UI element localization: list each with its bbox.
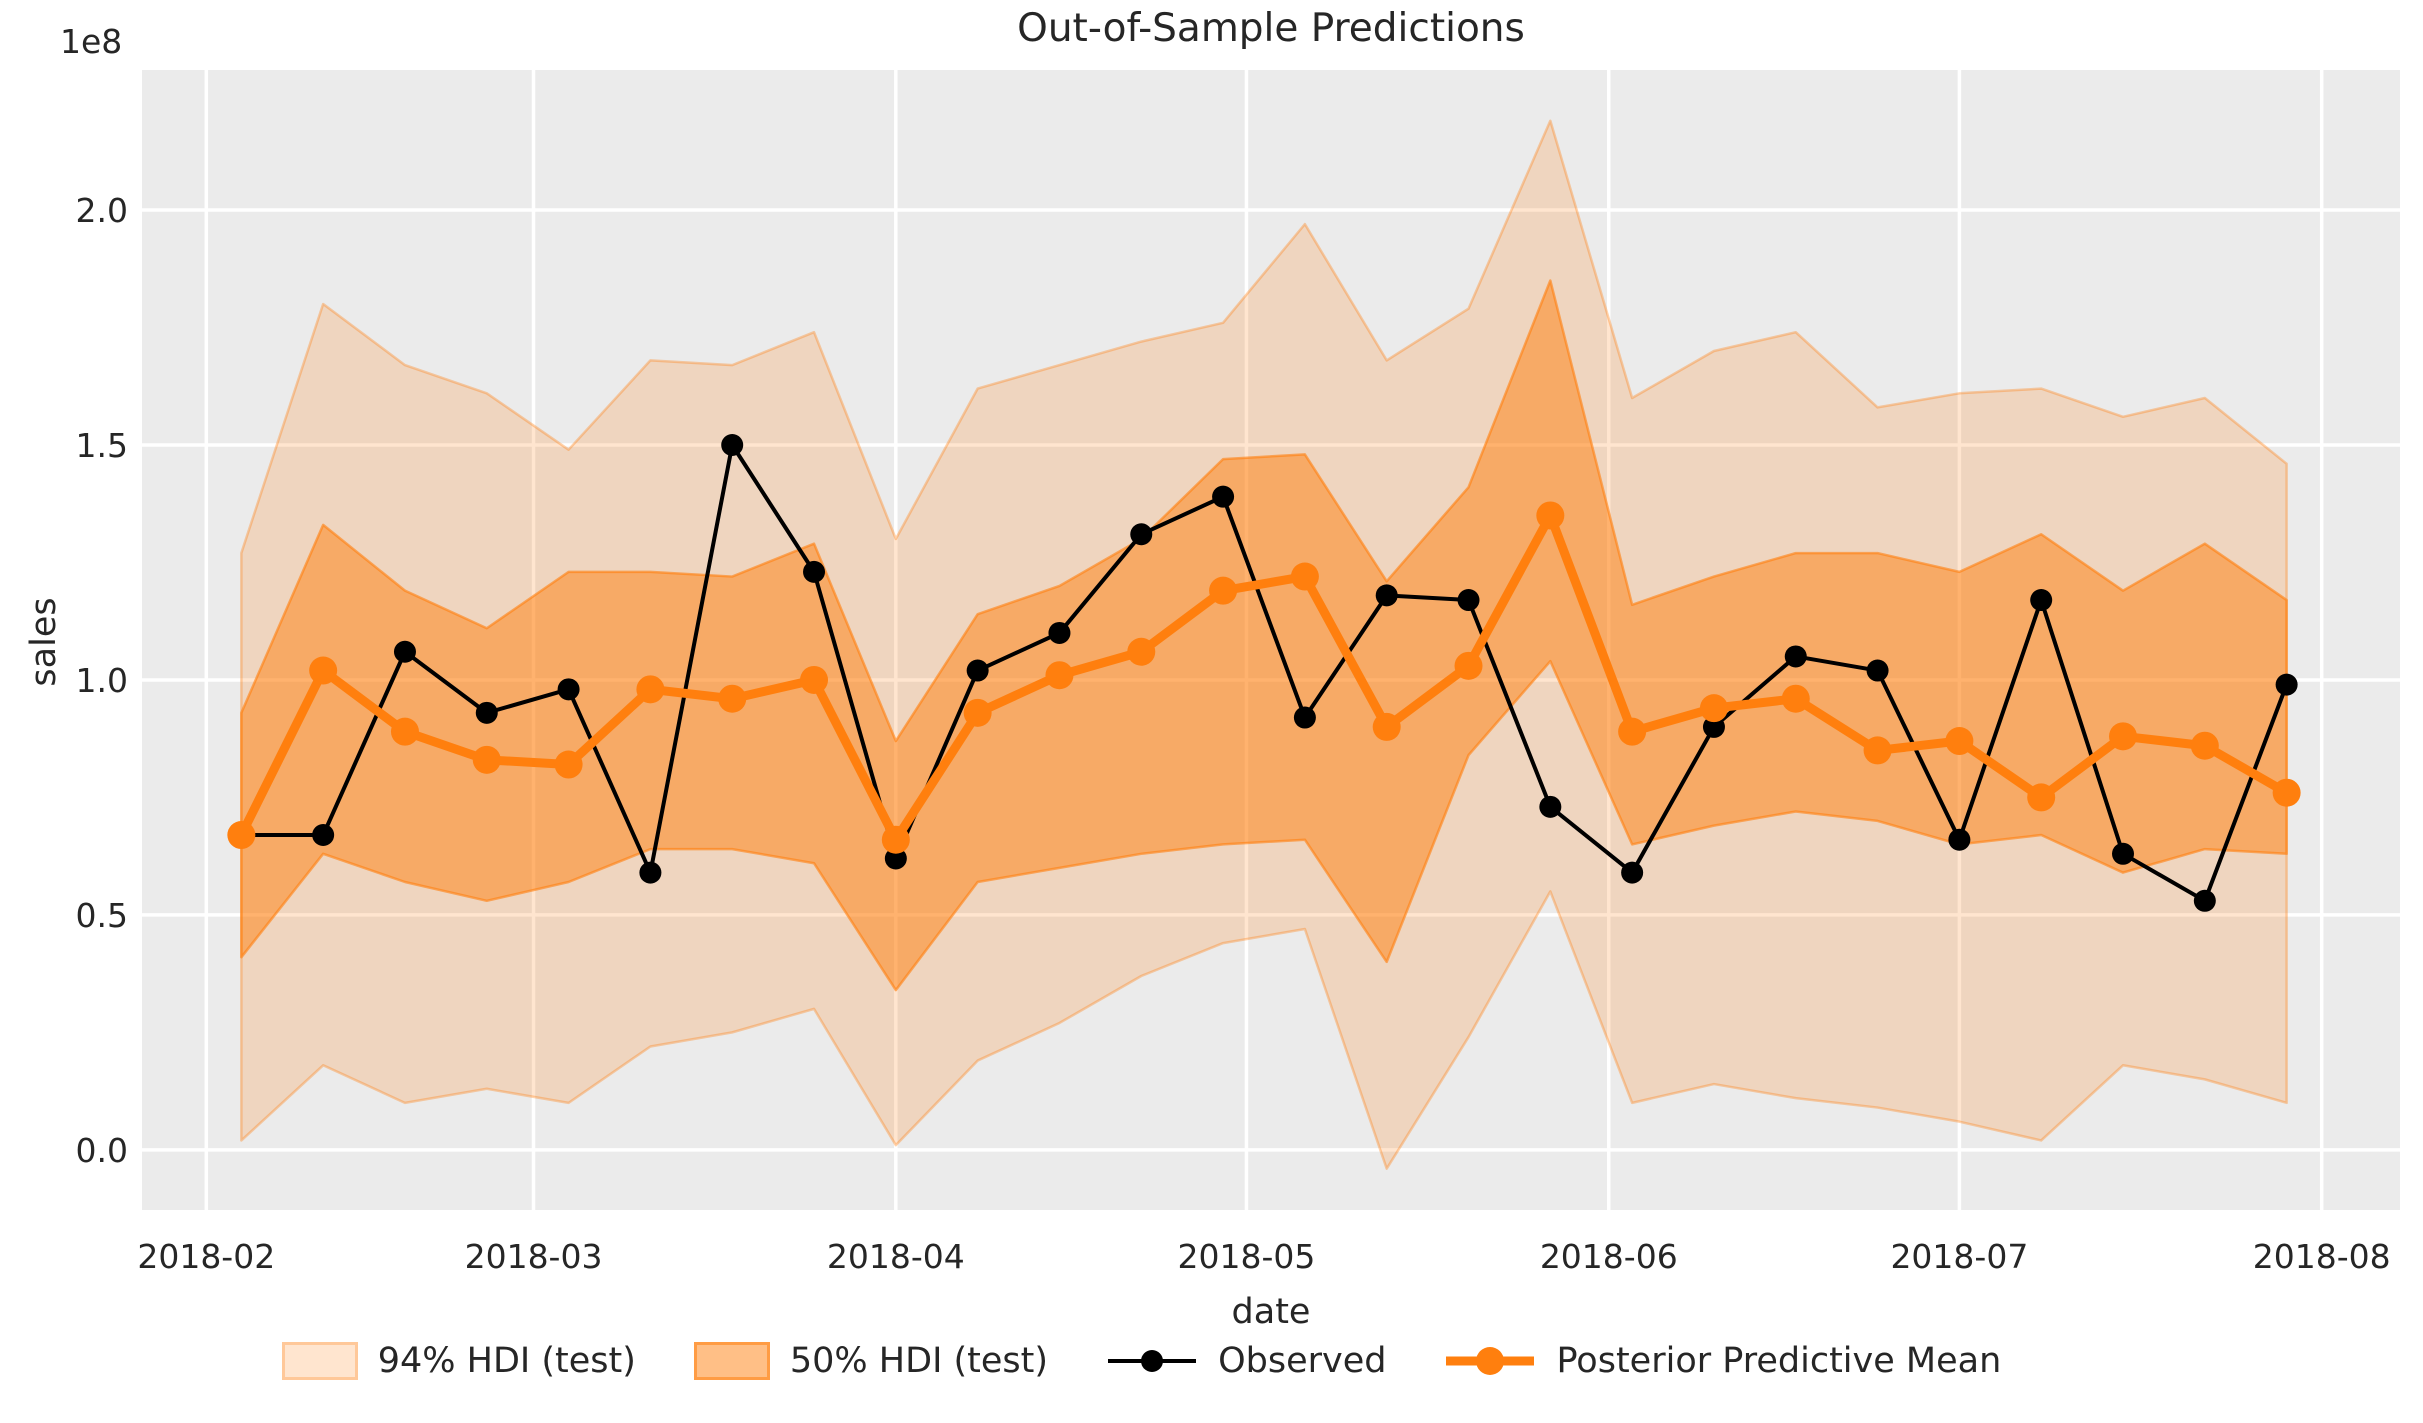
posterior-predictive-mean-marker — [1945, 727, 1974, 756]
x-tick-label: 2018-03 — [465, 1237, 603, 1276]
hdi94-swatch-icon — [281, 1342, 358, 1380]
posterior-predictive-mean-marker — [2109, 722, 2138, 751]
posterior-predictive-mean-marker — [718, 684, 747, 713]
posterior-predictive-mean-marker — [1127, 637, 1156, 666]
ppm-marker-icon — [1446, 1347, 1535, 1375]
posterior-predictive-mean-marker — [227, 821, 256, 850]
y-axis-label: sales — [24, 597, 64, 687]
posterior-predictive-mean-marker — [2190, 731, 2219, 760]
y-tick-label: 2.0 — [76, 191, 128, 230]
posterior-predictive-mean-marker — [1372, 712, 1401, 741]
y-axis-offset-label: 1e8 — [60, 22, 123, 61]
legend-label: 50% HDI (test) — [789, 1341, 1049, 1381]
chart-title: Out-of-Sample Predictions — [1017, 6, 1525, 51]
observed-marker — [475, 701, 498, 724]
observed-marker — [1702, 715, 1725, 738]
observed-marker — [1621, 861, 1644, 884]
legend: 94% HDI (test) 50% HDI (test) Observed P… — [0, 1318, 2353, 1404]
posterior-predictive-mean-marker — [1863, 736, 1892, 765]
observed-marker — [1539, 795, 1562, 818]
x-tick-label: 2018-07 — [1890, 1237, 2028, 1276]
observed-marker — [1948, 828, 1971, 851]
hdi50-swatch-icon — [693, 1342, 770, 1380]
observed-marker — [966, 659, 989, 682]
hdi50-band — [240, 279, 2288, 992]
posterior-predictive-mean-marker — [472, 745, 501, 774]
observed-marker — [803, 560, 826, 583]
x-tick-label: 2018-04 — [827, 1237, 965, 1276]
posterior-predictive-mean-marker — [309, 656, 338, 685]
posterior-predictive-mean-marker — [1454, 651, 1483, 680]
observed-marker-icon — [1108, 1350, 1197, 1372]
observed-marker — [1048, 621, 1071, 644]
observed-marker — [1130, 523, 1153, 546]
x-tick-label: 2018-02 — [137, 1237, 275, 1276]
posterior-predictive-mean-marker — [1781, 684, 1810, 713]
legend-item-94-hdi: 94% HDI (test) — [281, 1341, 636, 1381]
legend-label: 94% HDI (test) — [377, 1341, 636, 1381]
legend-item-ppm: Posterior Predictive Mean — [1444, 1341, 2001, 1381]
posterior-predictive-mean-marker — [1618, 717, 1647, 746]
observed-marker — [2275, 673, 2298, 696]
observed-marker — [1212, 485, 1235, 508]
posterior-predictive-mean-marker — [2272, 778, 2301, 807]
observed-marker — [1293, 706, 1316, 729]
observed-marker — [639, 861, 662, 884]
observed-marker — [721, 433, 744, 456]
x-tick-label: 2018-08 — [2253, 1237, 2391, 1276]
observed-marker — [1866, 659, 1889, 682]
observed-marker — [2112, 842, 2135, 865]
observed-marker — [312, 824, 335, 847]
y-tick-label: 1.0 — [76, 661, 128, 700]
observed-marker — [557, 678, 580, 701]
posterior-predictive-mean-marker — [1209, 576, 1238, 605]
posterior-predictive-mean-marker — [636, 675, 665, 704]
y-tick-label: 0.5 — [76, 896, 128, 935]
x-axis-label: date — [1231, 1292, 1311, 1332]
posterior-predictive-mean-marker — [390, 717, 419, 746]
posterior-predictive-mean-marker — [554, 750, 583, 779]
posterior-predictive-mean-marker — [881, 825, 910, 854]
observed-marker — [2193, 889, 2216, 912]
legend-label: Observed — [1218, 1341, 1387, 1381]
observed-marker — [1375, 584, 1398, 607]
posterior-predictive-mean-marker — [1045, 661, 1074, 690]
posterior-predictive-mean-marker — [2027, 783, 2056, 812]
observed-line — [239, 442, 2289, 903]
y-tick-label: 1.5 — [76, 426, 128, 465]
observed-marker — [2030, 589, 2053, 612]
observed-marker — [1784, 645, 1807, 668]
observed-marker — [884, 847, 907, 870]
posterior-predictive-mean-marker — [1699, 694, 1728, 723]
posterior-predictive-mean-marker — [1290, 562, 1319, 591]
legend-label: Posterior Predictive Mean — [1556, 1341, 2002, 1381]
posterior-predictive-mean-marker — [800, 665, 829, 694]
observed-marker — [1457, 589, 1480, 612]
x-tick-label: 2018-06 — [1540, 1237, 1678, 1276]
posterior-predictive-mean-marker — [963, 698, 992, 727]
y-tick-label: 0.0 — [76, 1131, 128, 1170]
legend-item-50-hdi: 50% HDI (test) — [693, 1341, 1049, 1381]
x-tick-label: 2018-05 — [1178, 1237, 1316, 1276]
posterior-predictive-mean-marker — [1536, 501, 1565, 530]
observed-marker — [393, 640, 416, 663]
legend-item-observed: Observed — [1106, 1341, 1386, 1381]
